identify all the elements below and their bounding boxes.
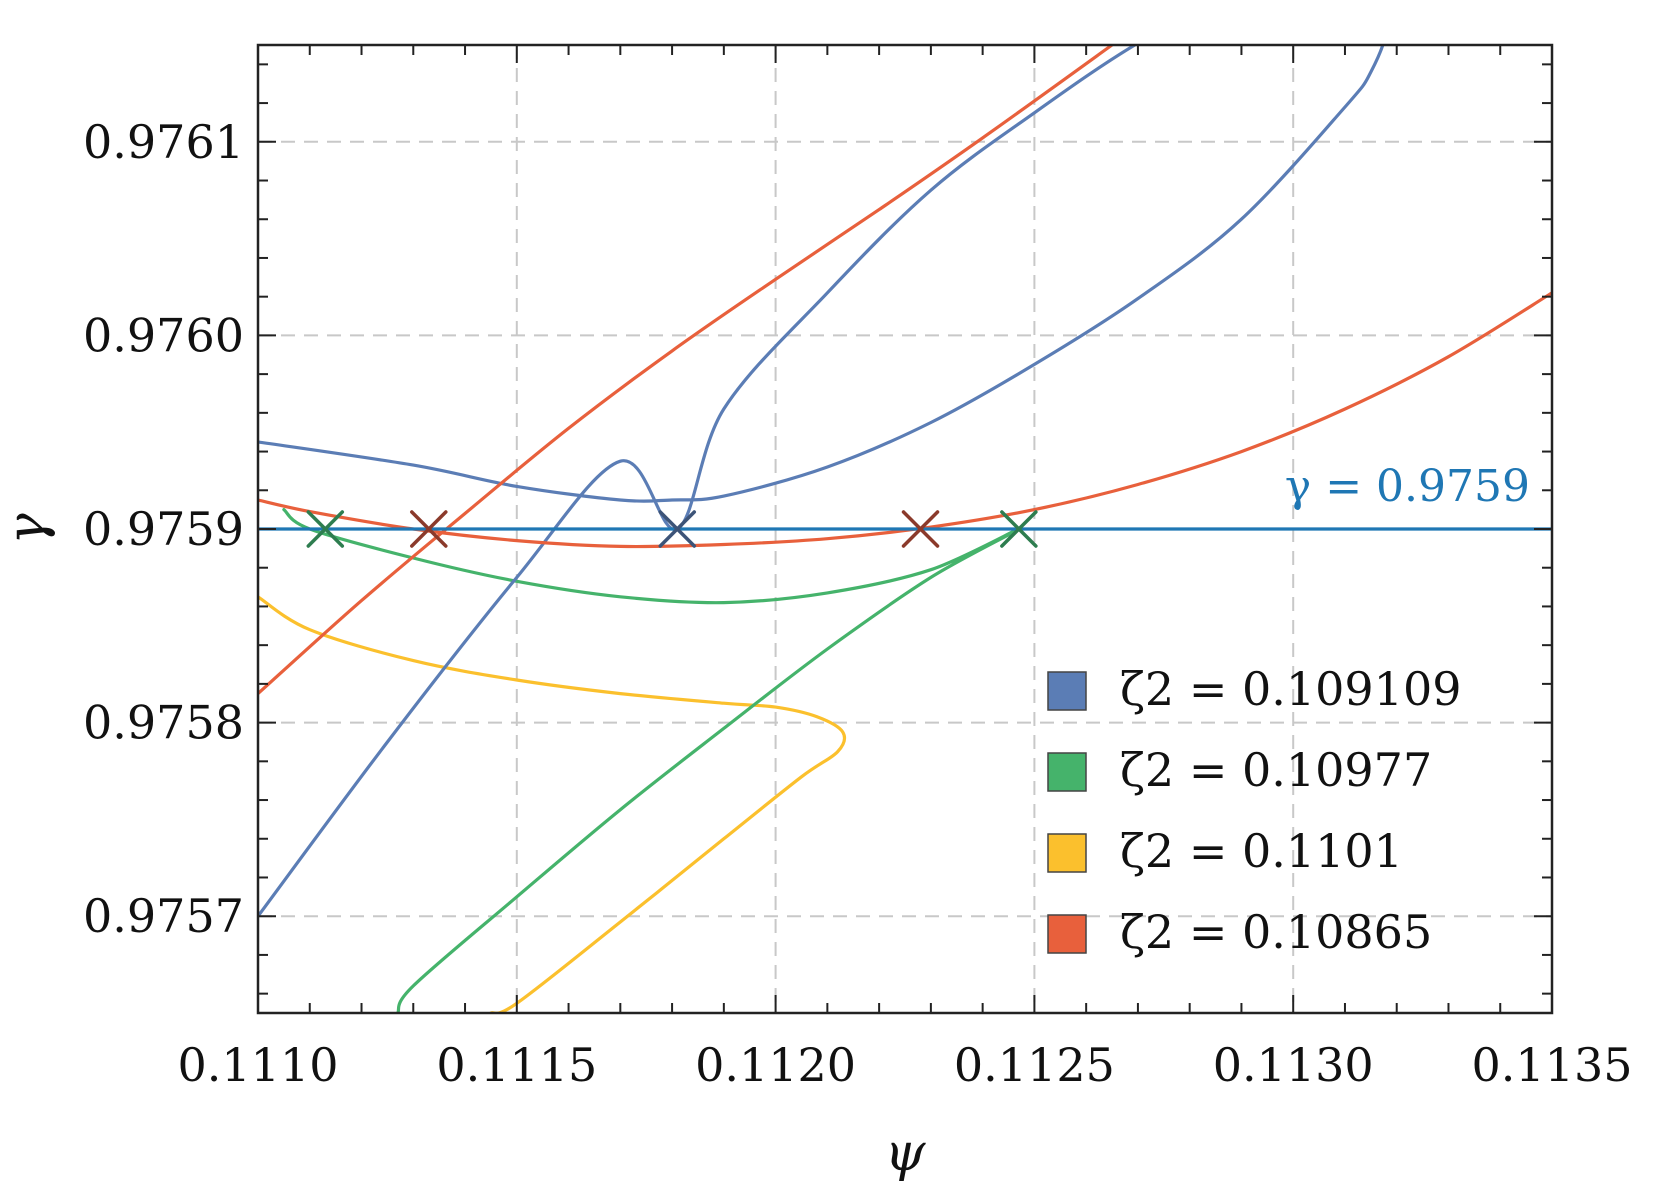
series-line-0 xyxy=(258,45,1385,918)
x-marker xyxy=(306,510,345,548)
x-tick-label: 0.1115 xyxy=(436,1038,597,1092)
series-line-3-0 xyxy=(258,45,1114,696)
x-tick-label: 0.1130 xyxy=(1213,1038,1374,1092)
x-marker xyxy=(658,510,697,548)
curves xyxy=(258,45,1552,1013)
y-tick-label: 0.9761 xyxy=(83,115,244,169)
legend-swatch xyxy=(1047,833,1087,873)
x-marker-stroke xyxy=(410,510,448,548)
x-marker xyxy=(901,510,940,548)
y-tick-label: 0.9757 xyxy=(83,889,244,943)
y-tick-label: 0.9760 xyxy=(83,308,244,362)
x-tick-label: 0.1125 xyxy=(954,1038,1115,1092)
series-line-1 xyxy=(282,508,1021,1013)
x-marker-stroke xyxy=(901,510,940,548)
x-marker xyxy=(410,510,448,548)
legend-label: ζ2 = 0.109109 xyxy=(1120,662,1461,716)
x-marker-stroke xyxy=(306,510,345,548)
legend-label: ζ2 = 0.10865 xyxy=(1120,905,1432,959)
x-tick-labels: 0.1110 0.1115 0.1120 0.1125 0.1130 0.1135 xyxy=(178,1038,1633,1092)
x-tick-label: 0.1110 xyxy=(178,1038,339,1092)
y-tick-label: 0.9758 xyxy=(83,696,244,750)
x-marker-stroke xyxy=(658,510,697,548)
y-tick-labels: 0.9757 0.9758 0.9759 0.9760 0.9761 xyxy=(83,115,244,943)
legend-label: ζ2 = 0.1101 xyxy=(1120,824,1403,878)
x-axis-label: ψ xyxy=(885,1123,927,1183)
y-tick-label: 0.9759 xyxy=(83,502,244,556)
intersection-markers xyxy=(306,510,1038,548)
legend-swatch xyxy=(1047,914,1087,954)
x-marker-stroke xyxy=(1000,510,1038,548)
legend: ζ2 = 0.109109 ζ2 = 0.10977 ζ2 = 0.1101 ζ2 =… xyxy=(1047,662,1461,959)
x-tick-label: 0.1120 xyxy=(695,1038,856,1092)
hline-annotation: γ = 0.9759 xyxy=(1285,461,1530,512)
x-tick-label: 0.1135 xyxy=(1472,1038,1633,1092)
series-line-2 xyxy=(258,595,847,1013)
x-marker xyxy=(1000,510,1038,548)
y-axis-label: γ xyxy=(0,513,57,545)
series-line-3-1 xyxy=(258,291,1552,549)
legend-label: ζ2 = 0.10977 xyxy=(1120,743,1432,797)
legend-swatch xyxy=(1047,671,1087,711)
axis-ticks xyxy=(257,45,1553,1013)
legend-swatch xyxy=(1047,752,1087,792)
